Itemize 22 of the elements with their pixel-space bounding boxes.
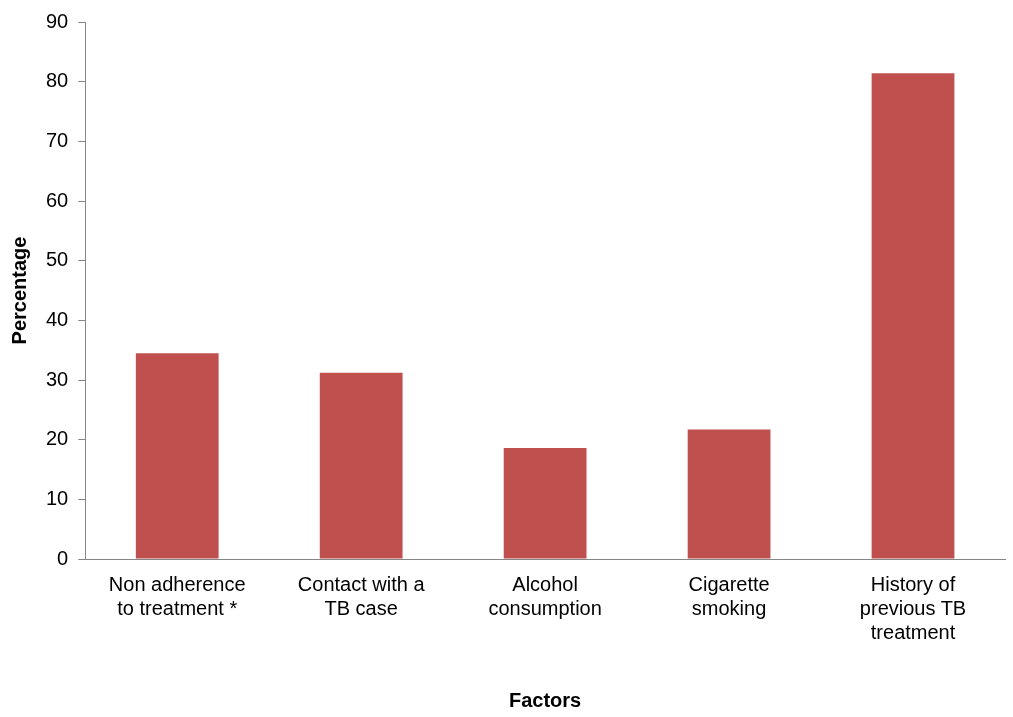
y-tick-label: 20 — [46, 427, 69, 450]
bar — [135, 353, 219, 559]
bar — [319, 372, 403, 559]
bar — [687, 429, 771, 559]
y-tick-label: 90 — [46, 9, 69, 32]
x-axis-title: Factors — [509, 688, 582, 711]
x-tick-label: Alcohol consumption — [488, 572, 602, 619]
y-tick-label: 40 — [46, 307, 69, 330]
x-tick-label: Contact with a TB case — [297, 572, 426, 619]
x-tick-label: History of previous TB treatment — [859, 572, 967, 643]
bar — [871, 73, 955, 559]
x-tick-label: Cigarette smoking — [688, 572, 770, 619]
x-tick-label: Non adherence to treatment * — [108, 572, 246, 619]
y-tick-label: 70 — [46, 128, 69, 151]
y-tick-label: 0 — [57, 546, 69, 569]
y-tick-label: 60 — [46, 188, 69, 211]
y-tick-label: 30 — [46, 367, 69, 390]
bar — [503, 448, 587, 559]
y-tick-label: 10 — [46, 486, 69, 509]
y-tick-label: 50 — [46, 248, 69, 271]
y-tick-label: 80 — [46, 69, 69, 92]
y-axis-title: Percentage — [7, 236, 30, 345]
